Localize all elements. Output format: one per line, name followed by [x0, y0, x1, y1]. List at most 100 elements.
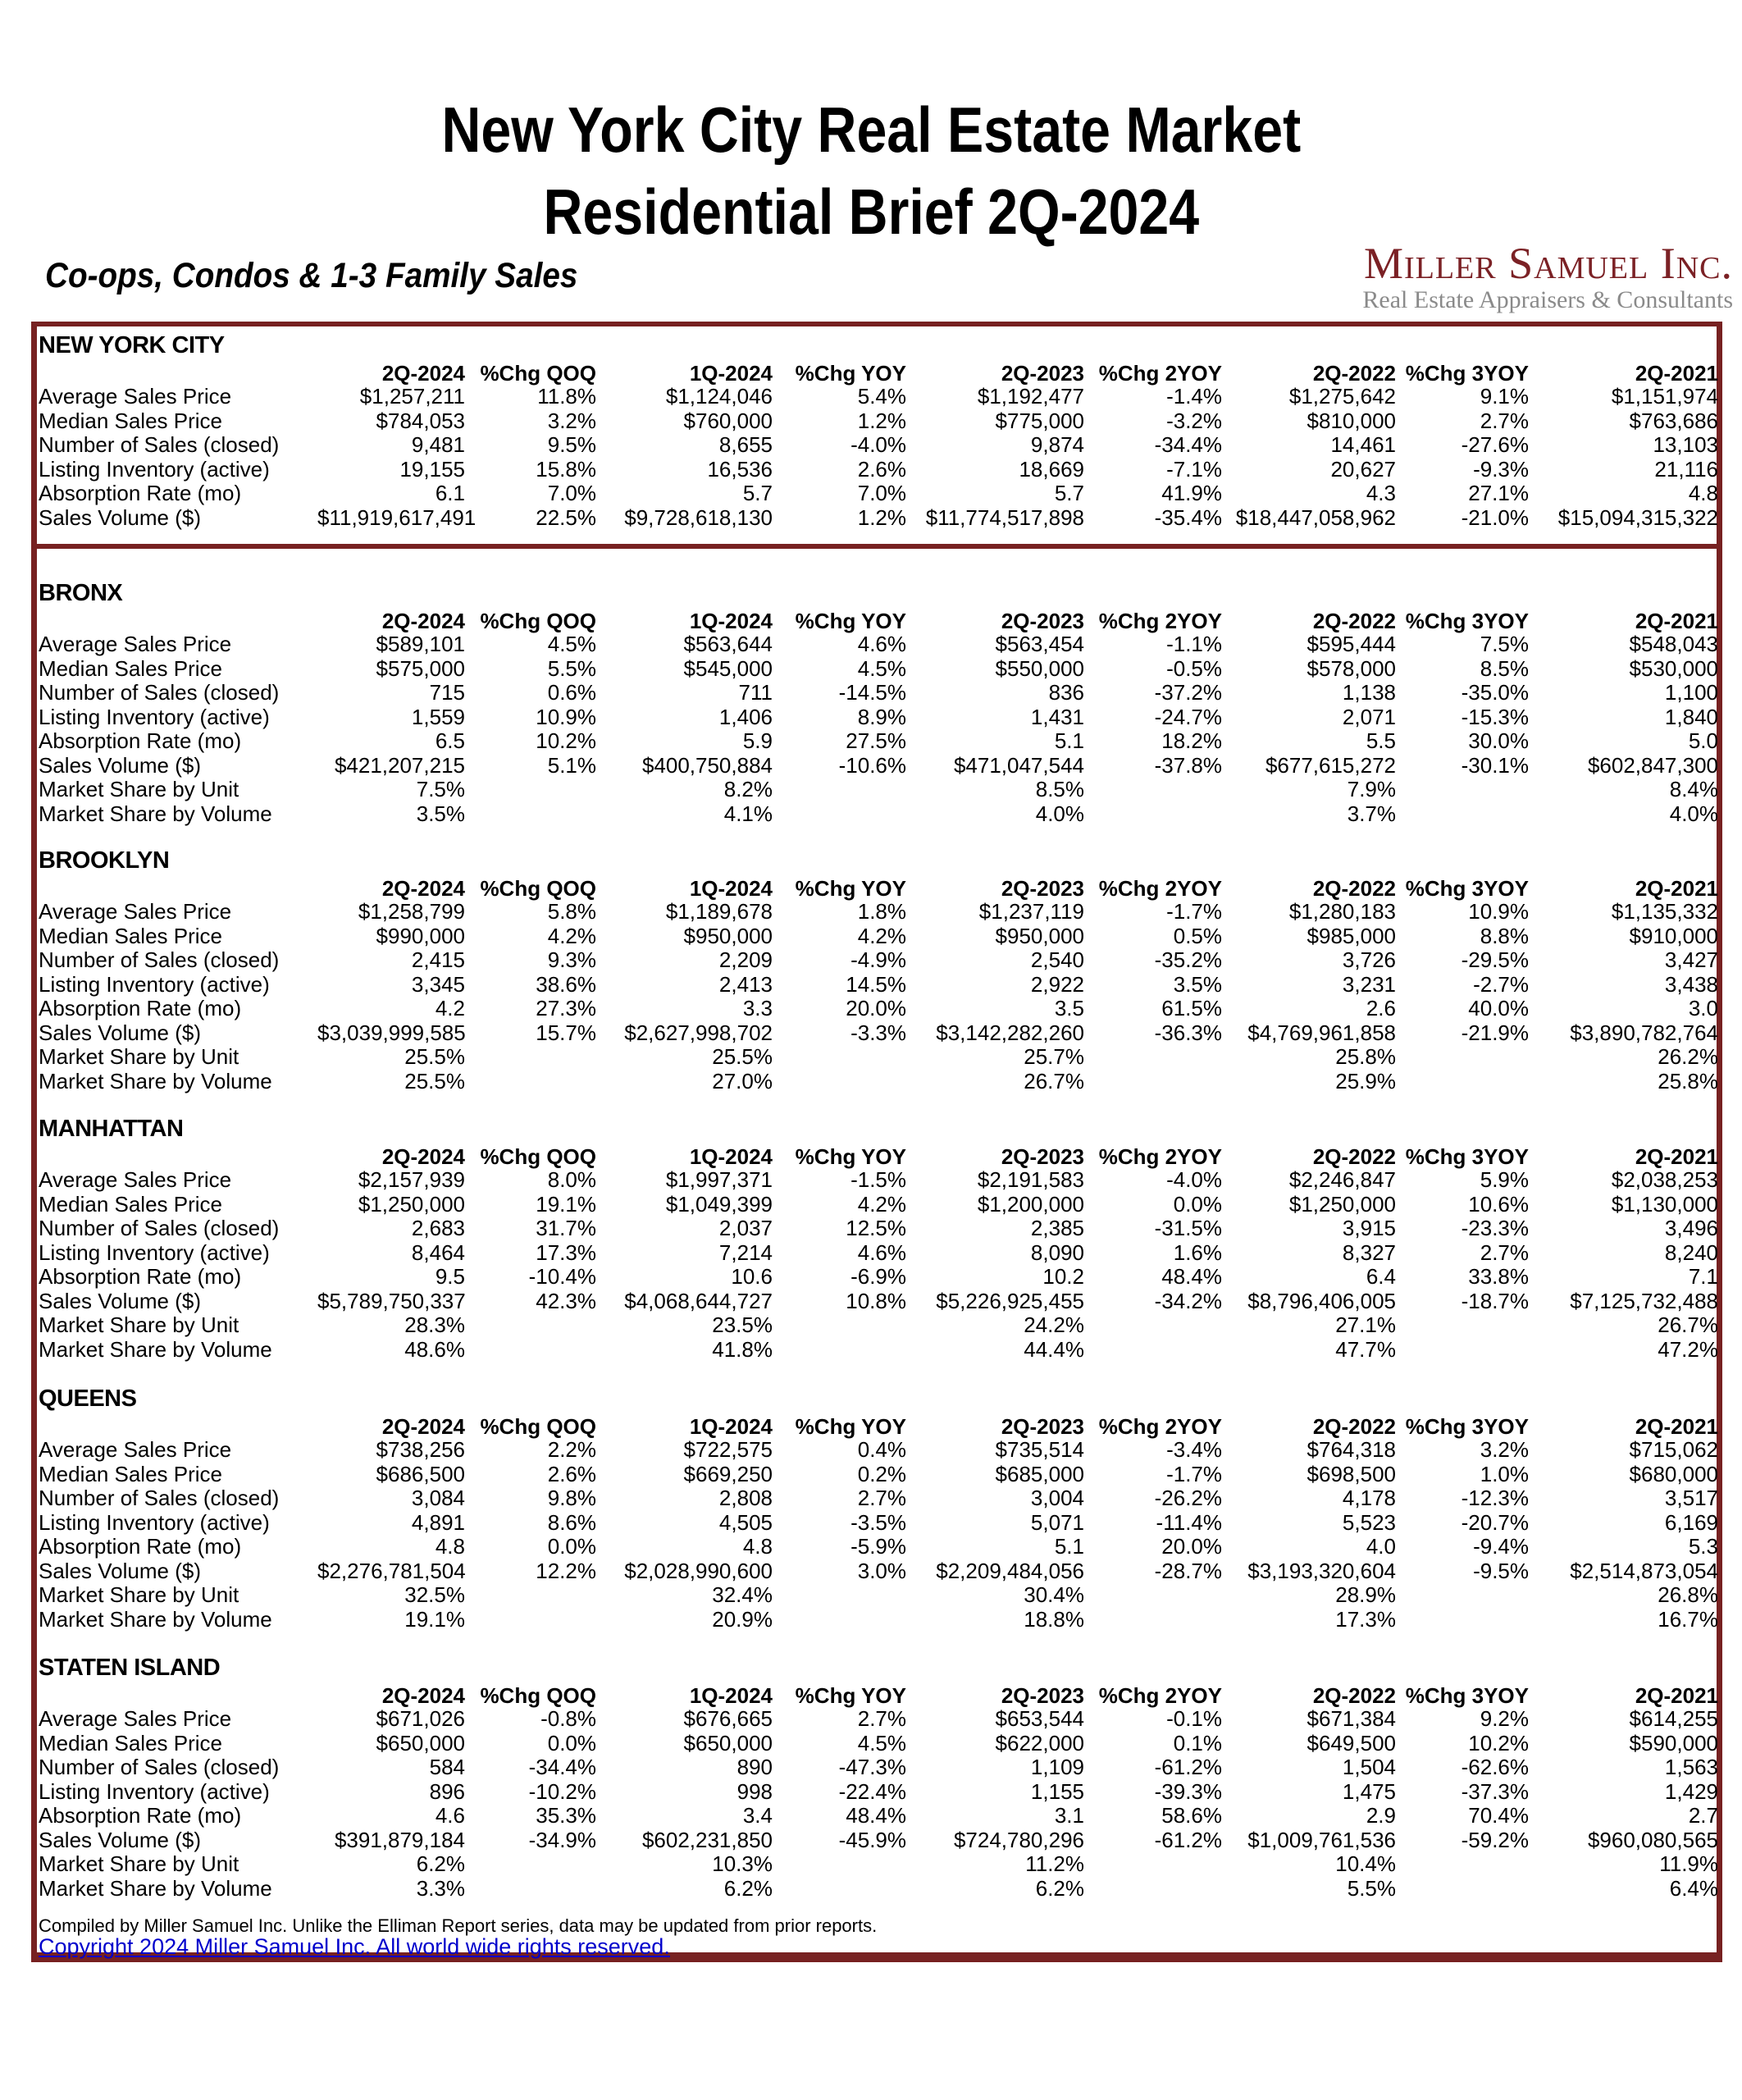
- cell-value: $11,774,517,898: [925, 504, 1084, 530]
- cell-value: $421,207,215: [334, 752, 465, 778]
- cell-value: 4,505: [718, 1509, 773, 1535]
- section-title: BROOKLYN: [39, 847, 170, 874]
- cell-value: 0.0%: [547, 1534, 596, 1559]
- cell-value: -23.3%: [1461, 1216, 1529, 1240]
- cell-value: 1,155: [1030, 1778, 1084, 1804]
- cell-value: $2,191,583: [977, 1167, 1084, 1192]
- cell-value: $680,000: [1629, 1461, 1718, 1486]
- cell-value: 3.3%: [416, 1875, 465, 1901]
- cell-value: [1396, 1877, 1529, 1901]
- section-staten-island: STATEN ISLAND 2Q-2024 %Chg QOQ 1Q-2024 %Chg …: [39, 1655, 1718, 1901]
- cell-value: -14.5%: [838, 680, 906, 705]
- cell-value: 4.6: [435, 1803, 465, 1828]
- cell-value: 1,109: [1030, 1755, 1084, 1779]
- row-label: Listing Inventory (active): [39, 1778, 270, 1804]
- cell-value: $738,256: [376, 1437, 465, 1462]
- cell-value: 8.8%: [1480, 923, 1529, 948]
- cell-value: 5.9%: [1480, 1167, 1529, 1192]
- table-row: Listing Inventory (active) 19,155 15.8% 16,…: [39, 456, 1718, 482]
- cell-value: 3.4: [742, 1803, 773, 1828]
- cell-value: 32.5%: [404, 1582, 465, 1607]
- copyright-link[interactable]: Copyright 2024 Miller Samuel Inc. All wo…: [39, 1934, 670, 1959]
- cell-value: $1,130,000: [1611, 1191, 1718, 1217]
- cell-value: $653,544: [995, 1706, 1084, 1731]
- column-header: %Chg YOY: [795, 361, 906, 386]
- cell-value: -37.8%: [1154, 752, 1222, 778]
- cell-value: 2.7%: [1480, 408, 1529, 433]
- cell-value: 4.6%: [857, 1239, 906, 1265]
- table-row: Market Share by Volume 19.1% 20.9% 18.8% 17.…: [39, 1606, 1718, 1632]
- row-label: Number of Sales (closed): [39, 432, 280, 457]
- column-header: %Chg 3YOY: [1405, 1144, 1529, 1169]
- cell-value: 44.4%: [1024, 1336, 1084, 1362]
- cell-value: $589,101: [376, 632, 465, 656]
- cell-value: 6.2%: [416, 1851, 465, 1876]
- cell-value: [773, 778, 906, 802]
- logo-name: Miller Samuel Inc.: [1363, 239, 1733, 288]
- cell-value: $950,000: [995, 923, 1084, 948]
- cell-value: 19.1%: [536, 1191, 596, 1217]
- cell-value: 40.0%: [1468, 996, 1529, 1020]
- cell-value: 48.6%: [404, 1336, 465, 1362]
- cell-value: 8.5%: [1035, 777, 1084, 801]
- cell-value: 2,808: [718, 1486, 773, 1510]
- cell-value: 3.1: [1054, 1803, 1084, 1828]
- table-row: Listing Inventory (active) 1,559 10.9% 1,40…: [39, 704, 1718, 730]
- cell-value: -3.4%: [1166, 1437, 1222, 1462]
- table-row: Median Sales Price $650,000 0.0% $650,000 4.…: [39, 1731, 1718, 1756]
- cell-value: -4.0%: [850, 432, 906, 457]
- section-title: QUEENS: [39, 1386, 137, 1412]
- cell-value: -6.9%: [850, 1264, 906, 1289]
- cell-value: -39.3%: [1154, 1778, 1222, 1804]
- section-manhattan: MANHATTAN 2Q-2024 %Chg QOQ 1Q-2024 %Chg YOY 2…: [39, 1116, 1718, 1362]
- table-row: Sales Volume ($) $2,276,781,504 12.2% $2,02…: [39, 1559, 1718, 1584]
- cell-value: [1396, 1583, 1529, 1608]
- cell-value: 4.8: [435, 1534, 465, 1559]
- cell-value: $910,000: [1629, 923, 1718, 948]
- cell-value: 10.9%: [1468, 899, 1529, 924]
- cell-value: 0.6%: [547, 680, 596, 705]
- table-row: Market Share by Volume 3.5% 4.1% 4.0% 3.7% 4.…: [39, 801, 1718, 827]
- row-label: Average Sales Price: [39, 899, 232, 924]
- cell-value: 3,438: [1664, 971, 1718, 997]
- row-label: Market Share by Volume: [39, 1606, 272, 1632]
- row-label: Sales Volume ($): [39, 1288, 201, 1313]
- cell-value: -20.7%: [1461, 1509, 1529, 1535]
- cell-value: 41.9%: [1161, 481, 1222, 505]
- cell-value: $715,062: [1629, 1437, 1718, 1462]
- cell-value: 4.0%: [1669, 801, 1718, 826]
- cell-value: 1.6%: [1173, 1239, 1222, 1265]
- cell-value: $1,009,761,536: [1247, 1827, 1396, 1852]
- cell-value: 10.3%: [712, 1851, 773, 1876]
- cell-value: -27.6%: [1461, 432, 1529, 457]
- cell-value: 5.4%: [857, 384, 906, 409]
- cell-value: 10.9%: [536, 704, 596, 729]
- cell-value: $960,080,565: [1587, 1827, 1718, 1852]
- cell-value: $1,257,211: [359, 384, 465, 409]
- cell-value: [773, 1045, 906, 1070]
- cell-value: 2.7%: [857, 1486, 906, 1510]
- cell-value: 30.0%: [1468, 728, 1529, 753]
- cell-value: 16,536: [707, 456, 773, 482]
- cell-value: 27.3%: [536, 996, 596, 1020]
- cell-value: 8.0%: [547, 1167, 596, 1192]
- cell-value: 2,415: [411, 947, 465, 972]
- cell-value: 20.0%: [1161, 1534, 1222, 1559]
- cell-value: 8.5%: [1480, 655, 1529, 681]
- column-header: %Chg YOY: [795, 1414, 906, 1439]
- column-header: 1Q-2024: [689, 1683, 773, 1708]
- cell-value: 3.5%: [416, 801, 465, 826]
- column-header: %Chg QOQ: [480, 1414, 596, 1439]
- column-header: %Chg 2YOY: [1098, 361, 1222, 386]
- cell-value: -30.1%: [1461, 752, 1529, 778]
- cell-value: 4,891: [411, 1509, 465, 1535]
- cell-value: 7.1: [1688, 1264, 1718, 1289]
- table-row: Average Sales Price $671,026 -0.8% $676,665…: [39, 1706, 1718, 1732]
- table-row: Market Share by Volume 25.5% 27.0% 26.7% 25.…: [39, 1069, 1718, 1094]
- cell-value: -2.7%: [1473, 971, 1529, 997]
- column-header: 2Q-2021: [1635, 361, 1718, 386]
- column-header: %Chg 3YOY: [1405, 609, 1529, 633]
- column-header: %Chg YOY: [795, 609, 906, 633]
- cell-value: 5.0: [1688, 728, 1718, 753]
- cell-value: 27.1%: [1335, 1312, 1396, 1337]
